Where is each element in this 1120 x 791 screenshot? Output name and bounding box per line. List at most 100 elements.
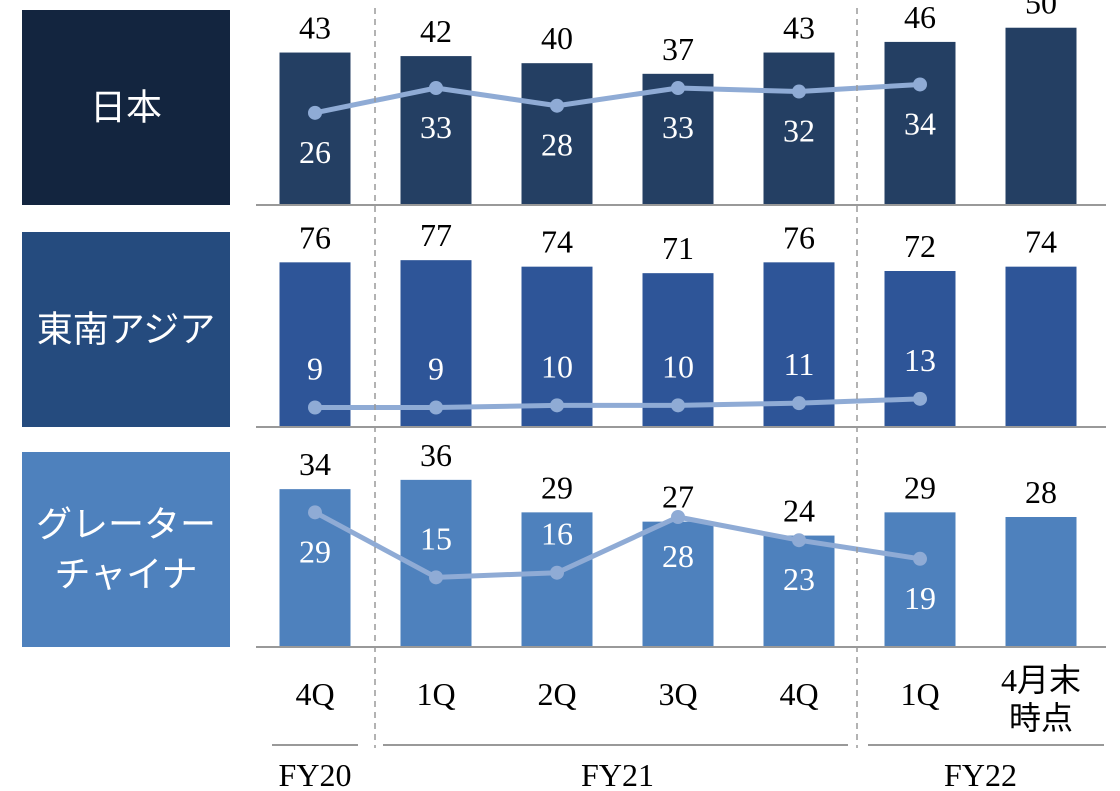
panel-0: 日本 43 42 40 37 43 46 50 26 33 28 33 32 34	[22, 0, 1106, 206]
line-value-label: 33	[420, 109, 452, 145]
bar-value-label: 74	[1025, 224, 1057, 260]
line-point	[308, 505, 322, 520]
category-label: 1Q	[900, 676, 939, 712]
bar-value-label: 37	[662, 31, 694, 67]
line-value-label: 28	[662, 538, 694, 574]
line-value-label: 13	[904, 342, 936, 378]
line-value-label: 11	[784, 346, 815, 382]
category-label: 時点	[1009, 700, 1073, 736]
region-label: グレーター	[36, 505, 216, 545]
line-value-label: 23	[783, 561, 815, 597]
line-point	[913, 77, 927, 92]
line-point	[550, 98, 564, 113]
line-point	[308, 400, 322, 415]
bar-value-label: 40	[541, 20, 573, 56]
panel-1: 東南アジア 76 77 74 71 76 72 74 9 9 10 10 11 13	[22, 217, 1106, 428]
line-point	[671, 510, 685, 524]
bar	[763, 535, 835, 647]
bar-value-label: 43	[299, 10, 331, 46]
category-label: 4Q	[295, 676, 334, 712]
bar	[884, 512, 956, 647]
line-point	[913, 551, 927, 566]
line-series	[313, 510, 921, 580]
bar-value-label: 46	[904, 0, 936, 35]
line-point	[913, 391, 927, 406]
line-point	[429, 400, 443, 415]
bar-value-label: 74	[541, 224, 573, 260]
bar-value-label: 29	[904, 469, 936, 505]
line-value-label: 28	[541, 127, 573, 163]
line-value-label: 10	[541, 348, 573, 384]
category-label: 4Q	[779, 676, 818, 712]
region-label-box	[22, 10, 230, 205]
bar-value-label: 34	[299, 446, 331, 482]
line-value-label: 10	[662, 348, 694, 384]
bar-value-label: 28	[1025, 474, 1057, 510]
bar-value-label: 27	[662, 479, 694, 515]
bar	[521, 63, 593, 205]
bar	[1005, 266, 1077, 427]
bar-value-label: 50	[1025, 0, 1057, 21]
line-value-label: 19	[904, 580, 936, 616]
line-point	[429, 81, 443, 95]
bar-value-label: 24	[783, 493, 815, 529]
fiscal-year-label: FY22	[944, 757, 1017, 791]
line-point	[550, 398, 564, 413]
bar-value-label: 76	[783, 219, 815, 255]
bar	[642, 521, 714, 647]
region-label: 東南アジア	[37, 310, 216, 350]
line-value-label: 34	[904, 105, 936, 141]
line-point	[792, 533, 806, 548]
fiscal-year-label: FY20	[279, 757, 352, 791]
category-label: 4月末	[1001, 662, 1081, 698]
line-point	[792, 84, 806, 99]
line-value-label: 9	[428, 351, 444, 387]
bar	[1005, 27, 1077, 206]
line-value-label: 32	[783, 113, 815, 149]
line-value-label: 16	[541, 516, 573, 552]
line-point	[429, 570, 443, 585]
category-label: 1Q	[416, 676, 455, 712]
bar	[642, 73, 714, 206]
line-value-label: 26	[299, 134, 331, 170]
line-series	[314, 81, 921, 116]
region-label: チャイナ	[55, 555, 198, 595]
line-point	[308, 105, 322, 120]
bar	[400, 56, 472, 205]
line-value-label: 9	[307, 351, 323, 387]
category-label: 2Q	[537, 676, 576, 712]
chart-panels: 日本 43 42 40 37 43 46 50 26 33 28 33 32 34 東南アジア 76 77 74 7…	[22, 0, 1106, 648]
line-series	[315, 396, 921, 410]
region-label-box	[22, 452, 230, 647]
bar-value-label: 72	[904, 228, 936, 264]
bar-value-label: 77	[420, 217, 452, 253]
bar-value-label: 42	[420, 13, 452, 49]
line-point	[671, 398, 685, 413]
bar	[279, 52, 351, 205]
bar	[400, 260, 472, 427]
fiscal-year-separators	[374, 8, 858, 748]
bar	[1005, 517, 1077, 647]
line-value-label: 29	[299, 533, 331, 569]
region-label-box	[22, 232, 230, 427]
region-label: 日本	[90, 88, 162, 128]
line-point	[792, 396, 806, 411]
bar-value-label: 43	[783, 10, 815, 46]
bar-value-label: 36	[420, 437, 452, 473]
line-point	[550, 565, 564, 580]
bar-value-label: 76	[299, 219, 331, 255]
line-value-label: 15	[420, 520, 452, 556]
line-value-label: 33	[662, 109, 694, 145]
bar-value-label: 29	[541, 469, 573, 505]
bar	[279, 262, 351, 427]
fiscal-year-axis: FY20 FY21 FY22	[272, 744, 1104, 791]
category-label: 3Q	[658, 676, 697, 712]
line-point	[671, 81, 685, 95]
bar	[763, 52, 835, 205]
bar-value-label: 71	[662, 230, 694, 266]
fiscal-year-label: FY21	[581, 757, 654, 791]
bar	[884, 41, 956, 206]
